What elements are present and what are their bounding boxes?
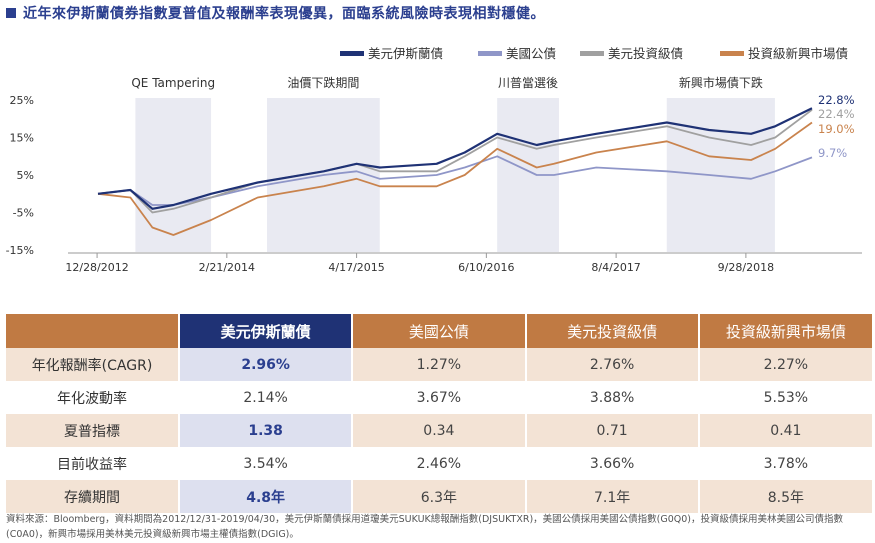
table-cell: 2.27% [697, 348, 872, 381]
legend-swatch-em [720, 51, 744, 56]
col-header-em: 投資級新興市場債 [697, 314, 872, 348]
table-cell: 1.27% [351, 348, 526, 381]
table-row: 目前收益率 3.54% 2.46% 3.66% 3.78% [6, 447, 872, 480]
table-cell: 4.8年 [177, 480, 353, 513]
table-row: 年化波動率 2.14% 3.67% 3.88% 5.53% [6, 381, 872, 414]
title-marker [6, 8, 16, 18]
x-tick-label: 4/17/2015 [328, 261, 384, 274]
legend-swatch-corp [580, 51, 604, 56]
row-label: 年化報酬率(CAGR) [6, 348, 179, 381]
legend-item: 美國公債 [506, 46, 556, 61]
period-label: QE Tampering [131, 76, 215, 90]
table-cell: 2.14% [177, 381, 353, 414]
col-header-treasury: 美國公債 [351, 314, 526, 348]
table-cell: 0.34 [351, 414, 526, 447]
end-value-label: 22.4% [818, 107, 855, 121]
legend-swatch-treasury [478, 51, 502, 56]
x-tick-label: 9/28/2018 [718, 261, 774, 274]
chart-title: 近年來伊斯蘭債券指數夏普值及報酬率表現優異，面臨系統風險時表現相對穩健。 [6, 2, 545, 24]
table-row: 存續期間 4.8年 6.3年 7.1年 8.5年 [6, 480, 872, 513]
table-cell: 2.46% [351, 447, 526, 480]
row-label: 夏普指標 [6, 414, 179, 447]
line-chart: QE Tampering 油價下跌期間 川普當選後 新興市場債下跌 25% 15% 5% -5… [6, 46, 862, 274]
legend-item: 美元伊斯蘭債 [368, 46, 443, 61]
series-line-corp [97, 109, 813, 214]
table-cell: 0.71 [524, 414, 699, 447]
x-tick-label: 6/10/2016 [458, 261, 514, 274]
table-row: 年化報酬率(CAGR) 2.96% 1.27% 2.76% 2.27% [6, 348, 872, 381]
table-cell: 1.38 [177, 414, 353, 447]
table-cell: 3.54% [177, 447, 353, 480]
title-text: 近年來伊斯蘭債券指數夏普值及報酬率表現優異，面臨系統風險時表現相對穩健。 [23, 6, 545, 22]
table-cell: 2.96% [177, 348, 353, 381]
x-tick-label: 2/21/2014 [199, 261, 255, 274]
shaded-period-0 [135, 98, 212, 252]
row-label: 目前收益率 [57, 456, 127, 473]
legend-item: 投資級新興市場債 [748, 46, 848, 61]
table-cell: 3.78% [697, 447, 872, 480]
end-value-label: 22.8% [818, 93, 855, 107]
y-tick-label: -15% [6, 244, 34, 257]
table-cell: 0.41 [697, 414, 872, 447]
period-label: 新興市場債下跌 [679, 75, 763, 90]
legend-swatch-sukuk [340, 51, 364, 56]
stats-table: 美元伊斯蘭債 美國公債 美元投資級債 投資級新興市場債 年化報酬率(CAGR) … [6, 314, 872, 513]
period-label: 油價下跌期間 [287, 75, 359, 90]
col-header-sukuk: 美元伊斯蘭債 [177, 314, 353, 348]
table-cell: 3.88% [524, 381, 699, 414]
row-label: 年化波動率 [57, 390, 127, 407]
y-tick-label: -5% [13, 207, 34, 220]
table-cell: 7.1年 [524, 480, 699, 513]
table-corner [6, 314, 179, 348]
shaded-period-3 [666, 98, 775, 252]
y-tick-label: 25% [10, 94, 34, 107]
y-tick-label: 5% [17, 169, 34, 182]
x-tick-label: 12/28/2012 [65, 261, 128, 274]
series-line-sukuk [97, 107, 813, 210]
col-header-corp: 美元投資級債 [524, 314, 699, 348]
end-value-label: 9.7% [818, 146, 847, 160]
table-cell: 2.76% [524, 348, 699, 381]
table-header-row: 美元伊斯蘭債 美國公債 美元投資級債 投資級新興市場債 [6, 314, 872, 348]
table-cell: 3.66% [524, 447, 699, 480]
end-value-label: 19.0% [818, 122, 855, 136]
series-line-em [97, 121, 813, 236]
legend-item: 美元投資級債 [608, 46, 683, 61]
table-cell: 3.67% [351, 381, 526, 414]
table-cell: 6.3年 [351, 480, 526, 513]
table-cell: 5.53% [697, 381, 872, 414]
x-tick-label: 8/4/2017 [591, 261, 640, 274]
row-label: 存續期間 [6, 480, 179, 513]
table-cell: 8.5年 [697, 480, 872, 513]
y-tick-label: 15% [10, 132, 34, 145]
source-note: 資料來源：Bloomberg，資料期間為2012/12/31-2019/04/3… [6, 514, 844, 540]
period-label: 川普當選後 [498, 76, 558, 90]
table-row: 夏普指標 1.38 0.34 0.71 0.41 [6, 414, 872, 447]
